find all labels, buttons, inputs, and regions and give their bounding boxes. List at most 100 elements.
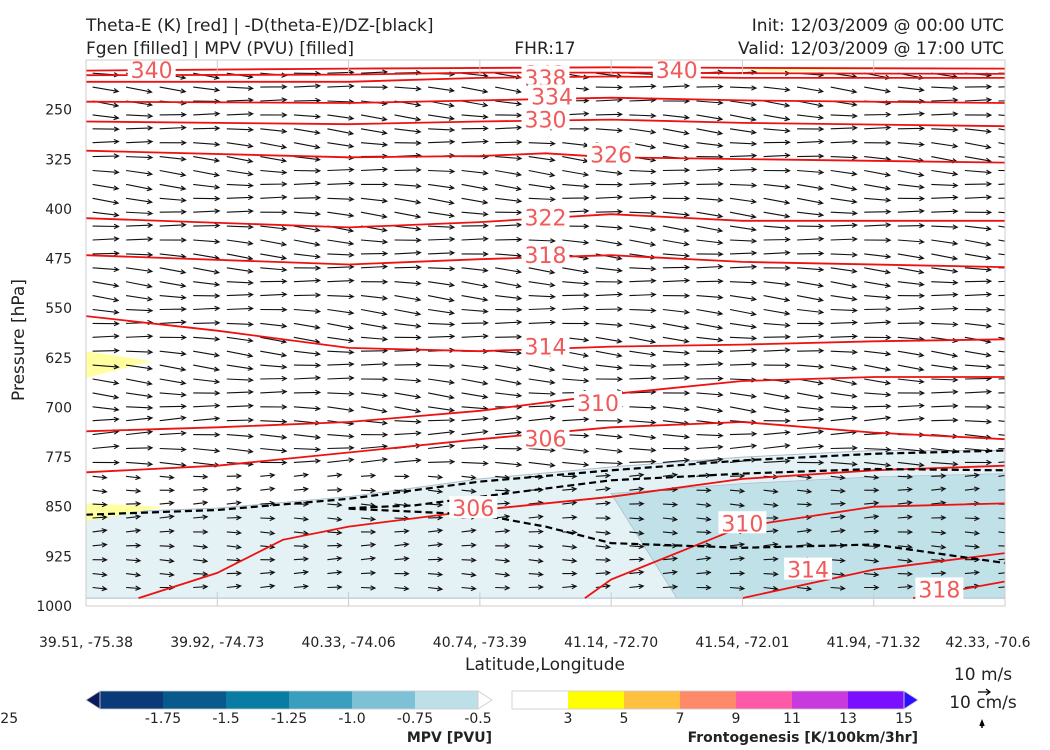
wind-vector [260,239,288,247]
wind-vector [729,182,758,188]
wind-vector [729,264,758,270]
wind-vector [260,419,288,425]
wind-vector [998,350,1005,353]
wind-vector [126,488,142,494]
wind-vector [327,445,355,451]
wind-vector [931,239,959,246]
wind-vector [260,486,276,492]
wind-vector [293,362,322,369]
wind-vector [763,362,791,368]
wind-vector [931,364,959,371]
colorbar-frontogenesis-tick: 15 [895,711,913,727]
wind-vector [92,169,120,175]
wind-vector [495,222,523,228]
wind-vector [193,571,209,577]
wind-vector [360,279,389,285]
wind-vector [293,253,321,260]
wind-vector [562,416,590,423]
wind-vector [964,112,993,118]
wind-vector [293,472,310,478]
wind-vector [595,182,624,188]
wind-vector [864,446,892,453]
wind-vector [595,583,611,589]
wind-vector [562,557,578,564]
wind-vector [998,558,1005,561]
wind-vector [394,295,422,302]
wind-vector [729,114,757,122]
wind-vector [662,530,679,536]
wind-vector [260,112,288,118]
wind-vector [260,169,288,176]
wind-vector [461,542,477,548]
wind-vector [595,530,612,536]
wind-vector [629,583,645,590]
wind-vector [931,515,947,521]
wind-vector [998,572,1005,575]
title-init-time: Init: 12/03/2009 @ 00:00 UTC [752,16,1004,36]
wind-vector [159,124,187,131]
wind-vector [931,473,947,479]
wind-vector [595,557,612,563]
contour-label-306: 306 [452,497,494,522]
wind-vector [193,208,221,214]
wind-vector [293,211,322,217]
wind-vector [260,350,288,358]
wind-vector [226,208,254,214]
wind-vector [226,169,254,177]
wind-vector [394,183,422,189]
wind-vector [562,292,590,298]
wind-vector [193,141,221,147]
wind-vector [998,364,1005,366]
colorbar-mpv-tick: -0.75 [397,711,433,727]
contour-label-330: 330 [525,109,567,134]
wind-vector [327,391,355,397]
wind-vector [293,97,322,104]
contour-label-340: 340 [131,59,173,84]
wind-vector [226,473,243,479]
wind-vector [662,406,691,412]
wind-vector [662,569,679,576]
wind-vector [797,281,825,289]
wind-vector [360,322,388,330]
wind-vector [193,584,209,590]
wind-vector [998,211,1005,214]
wind-vector [864,86,892,94]
wind-vector [696,348,724,355]
wind-vector [763,347,791,353]
wind-vector [662,375,691,381]
wind-vector [260,389,288,395]
wind-vector [797,320,825,327]
wind-vector [159,140,187,146]
wind-vector [662,128,690,136]
wind-vector [629,350,657,358]
wind-vector [126,252,154,258]
wind-vector [193,222,221,229]
contour-label-bg [718,511,767,534]
wind-vector [159,487,175,493]
wind-vector [897,571,914,577]
wind-vector [226,126,255,133]
wind-vector [394,430,422,436]
wind-vector [92,86,120,94]
wind-vector [461,197,489,205]
wind-vector [293,516,310,522]
wind-vector [360,239,389,245]
wind-vector [662,114,691,120]
wind-vector [428,488,444,495]
wind-vector [797,86,825,94]
title-forecast-hour: FHR:17 [514,39,575,59]
wind-vector [931,486,947,492]
wind-vector [260,404,288,410]
wind-vector [293,308,322,314]
wind-vector [193,156,221,163]
wind-vector [260,515,276,522]
wind-vector [797,236,825,242]
wind-vector [864,319,892,325]
wind-vector [428,224,456,230]
wind-vector [159,294,187,301]
wind-vector [394,308,422,317]
wind-vector [931,111,959,117]
wind-vector [461,392,489,400]
wind-vector [226,239,254,246]
wind-vector [830,154,858,161]
